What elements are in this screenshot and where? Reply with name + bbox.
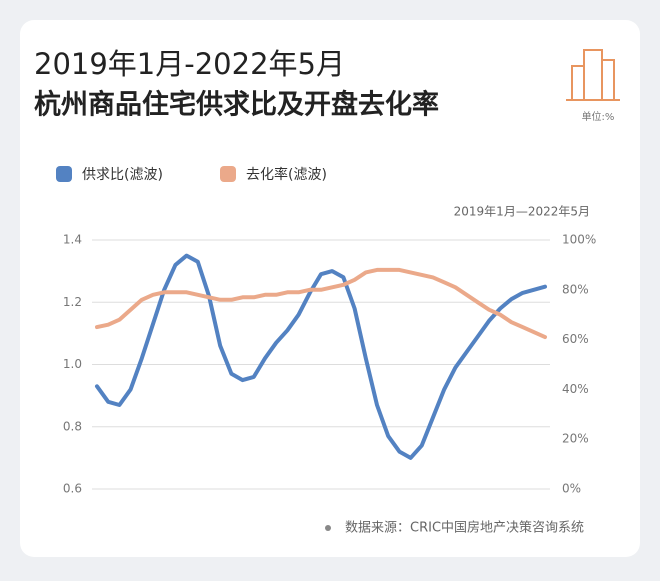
y2-tick-label: 60% — [562, 332, 589, 346]
y2-tick-label: 20% — [562, 432, 589, 446]
y2-tick-label: 0% — [562, 482, 581, 496]
chart-subtitle: 杭州商品住宅供求比及开盘去化率 — [34, 89, 439, 121]
legend-swatch — [220, 166, 236, 182]
y2-tick-label: 80% — [562, 282, 589, 296]
y-tick-label: 1.0 — [63, 357, 82, 371]
y2-tick-label: 40% — [562, 382, 589, 396]
y-tick-label: 0.8 — [63, 419, 82, 433]
source-dot — [325, 525, 331, 531]
legend-label: 供求比(滤波) — [82, 167, 163, 183]
legend-swatch — [56, 166, 72, 182]
y-tick-label: 0.6 — [63, 482, 82, 496]
legend-label: 去化率(滤波) — [246, 166, 327, 183]
chart-title: 2019年1月-2022年5月 — [34, 47, 345, 81]
source: 数据来源：CRIC中国房地产决策咨询系统 — [345, 520, 584, 536]
y-tick-label: 1.4 — [63, 233, 82, 247]
y-tick-label: 1.2 — [63, 295, 82, 309]
building-icon — [566, 49, 620, 101]
x-label: 2019年1月—2022年5月 — [454, 205, 590, 219]
unit: 单位:% — [582, 110, 615, 123]
y2-tick-label: 100% — [562, 233, 596, 247]
line-series — [95, 267, 547, 340]
line-series — [95, 253, 547, 460]
